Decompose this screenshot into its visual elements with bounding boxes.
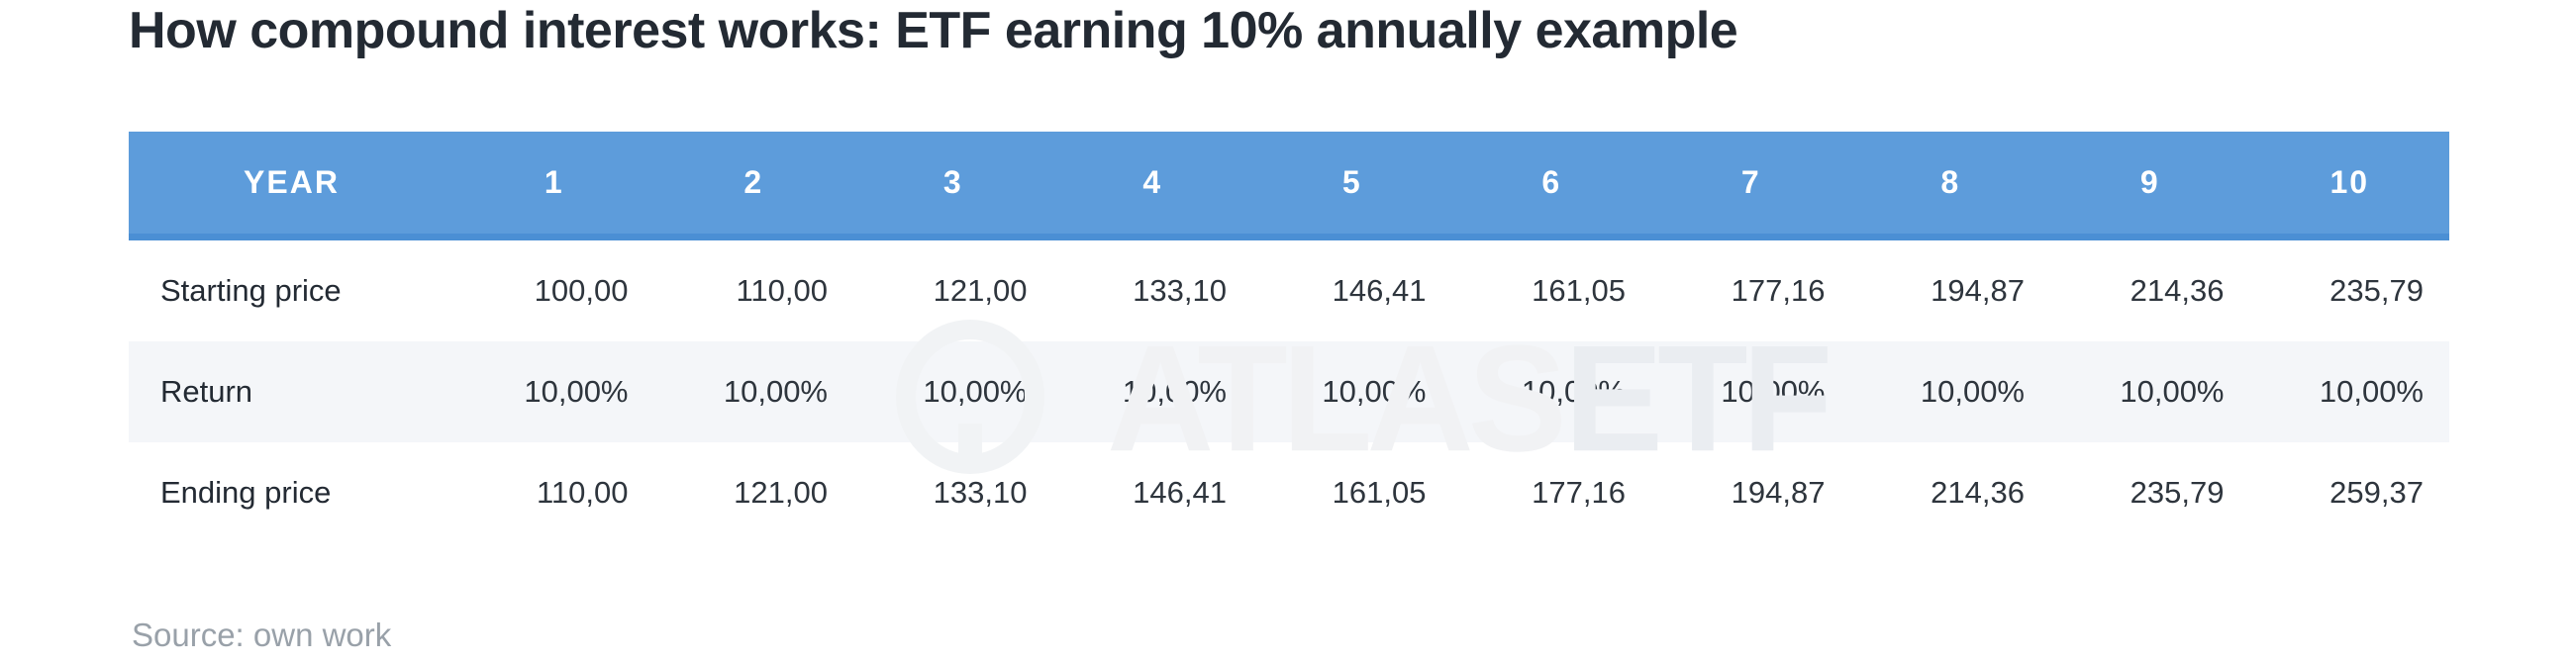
header-cell-year-4: 4 [1052, 132, 1252, 240]
cell-value: 194,87 [1731, 475, 1826, 510]
cell-value: 10,00% [1721, 374, 1826, 409]
cell-value: 235,79 [2329, 273, 2424, 308]
cell-value: 161,05 [1332, 475, 1427, 510]
header-cell-year-6: 6 [1451, 132, 1651, 240]
cell-value: 161,05 [1532, 273, 1626, 308]
cell-value: 177,16 [1532, 475, 1626, 510]
header-cell-year-5: 5 [1252, 132, 1452, 240]
table-row: Return 10,00% 10,00% 10,00% 10,00% 10,00% 10,0… [129, 341, 2449, 442]
header-cell-year-7: 7 [1651, 132, 1851, 240]
cell-value: 121,00 [734, 475, 828, 510]
cell-value: 10,00% [2120, 374, 2225, 409]
table-row: Ending price 110,00 121,00 133,10 146,41 161,… [129, 442, 2449, 543]
cell-value: 110,00 [736, 273, 828, 308]
cell-value: 177,16 [1731, 273, 1826, 308]
cell-value: 10,00% [1521, 374, 1626, 409]
cell-value: 133,10 [1133, 273, 1227, 308]
source-note: Source: own work [132, 617, 392, 653]
cell-value: 10,00% [723, 374, 828, 409]
cell-value: 259,37 [2329, 475, 2424, 510]
cell-value: 10,00% [1322, 374, 1427, 409]
cell-value: 10,00% [524, 374, 629, 409]
row-label: Ending price [160, 475, 332, 510]
header-cell-year-2: 2 [653, 132, 853, 240]
header-cell-year-label: YEAR [129, 132, 454, 240]
cell-value: 194,87 [1931, 273, 2025, 308]
table-row: Starting price 100,00 110,00 121,00 133,10 14… [129, 238, 2449, 342]
row-label: Return [160, 374, 253, 409]
cell-value: 10,00% [923, 374, 1028, 409]
cell-value: 10,00% [1920, 374, 2025, 409]
compound-interest-table: YEAR 1 2 3 4 5 6 7 8 9 10 Starting price 100,00 110,… [129, 132, 2449, 543]
cell-value: 110,00 [536, 475, 629, 510]
cell-value: 133,10 [933, 475, 1028, 510]
cell-value: 146,41 [1133, 475, 1227, 510]
header-cell-year-3: 3 [853, 132, 1053, 240]
cell-value: 121,00 [933, 273, 1028, 308]
row-label: Starting price [160, 273, 342, 308]
cell-value: 10,00% [2319, 374, 2424, 409]
cell-value: 214,36 [2130, 273, 2225, 308]
cell-value: 214,36 [1931, 475, 2025, 510]
page-title: How compound interest works: ETF earning… [129, 2, 1738, 59]
header-cell-year-9: 9 [2050, 132, 2250, 240]
header-cell-year-10: 10 [2249, 132, 2449, 240]
header-cell-year-1: 1 [454, 132, 654, 240]
cell-value: 10,00% [1122, 374, 1227, 409]
cell-value: 235,79 [2130, 475, 2225, 510]
table-body: Starting price 100,00 110,00 121,00 133,10 14… [129, 238, 2449, 544]
header-cell-year-8: 8 [1850, 132, 2050, 240]
cell-value: 100,00 [534, 273, 629, 308]
table-header-row: YEAR 1 2 3 4 5 6 7 8 9 10 [129, 132, 2449, 240]
cell-value: 146,41 [1332, 273, 1427, 308]
